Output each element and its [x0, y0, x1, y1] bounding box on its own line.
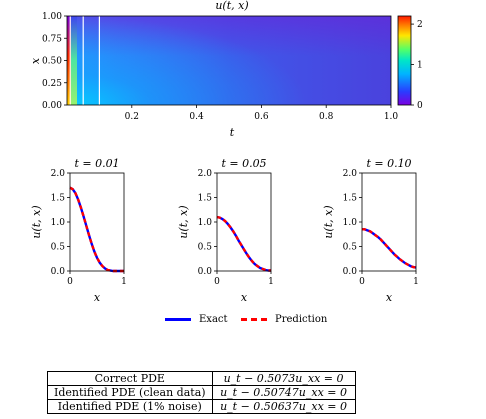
exact-line: [362, 228, 417, 269]
y-tick-label: 0.5: [343, 243, 358, 253]
panel-xlabel: x: [241, 291, 248, 304]
prediction-line: [216, 215, 271, 272]
x-tick-label: 1: [268, 277, 274, 287]
profile-panel: t = 0.05 0.0 0.5 1.0 1.5 2.0 0 1 x u(t, x): [177, 157, 274, 304]
legend-item-prediction: Prediction: [241, 311, 327, 327]
x-tick-label: 0.4: [189, 112, 204, 122]
y-tick-label: 2.0: [51, 169, 66, 179]
y-tick-label: 0.75: [42, 34, 62, 44]
profile-panel: t = 0.01 0.0 0.5 1.0 1.5 2.0 0 1 x u(t, x): [30, 157, 127, 304]
legend-exact-swatch: [165, 317, 191, 321]
y-tick-label: 1.0: [51, 218, 66, 228]
x-tick-label: 1: [121, 277, 127, 287]
table-row: Identified PDE (1% noise) u_t − 0.50637u…: [47, 399, 356, 414]
panel-title: t = 0.01: [74, 157, 119, 170]
y-tick-label: 1.00: [42, 12, 62, 22]
panel-xlabel: x: [94, 291, 101, 304]
x-tick-label: 0: [67, 277, 73, 287]
x-tick-label: 0.8: [319, 112, 334, 122]
y-tick-label: 0.50: [42, 57, 62, 67]
legend: Exact Prediction: [165, 311, 335, 327]
table-row: Correct PDE u_t − 0.5073u_xx = 0: [47, 371, 356, 386]
y-tick-label: 0.0: [51, 267, 66, 277]
figure-canvas: u(t, x) 0.2 0.4 0.6 0.8 1.0 0.000.250.500.75…: [29, 0, 423, 304]
heatmap-diffusion-glow: [67, 16, 307, 105]
y-tick-label: 1.5: [343, 194, 358, 204]
panel-xlabel: x: [386, 291, 393, 304]
y-tick-label: 1.5: [51, 194, 66, 204]
table-cell-equation: u_t − 0.50747u_xx = 0: [211, 385, 356, 400]
x-tick-label: 0.2: [125, 112, 139, 122]
table-row: Identified PDE (clean data) u_t − 0.5074…: [47, 385, 356, 400]
pde-table: Correct PDE u_t − 0.5073u_xx = 0 Identif…: [47, 371, 356, 414]
table-cell-label: Identified PDE (clean data): [47, 385, 213, 400]
y-tick-label: 1.0: [198, 218, 213, 228]
heatmap-title: u(t, x): [215, 0, 248, 12]
y-tick-label: 2.0: [198, 169, 213, 179]
x-tick-label: 1: [413, 277, 419, 287]
x-tick-label: 1.0: [384, 112, 399, 122]
x-tick-label: 0: [214, 277, 220, 287]
y-tick-label: 0.00: [42, 101, 62, 111]
colorbar-gradient: [397, 15, 412, 106]
legend-prediction-label: Prediction: [275, 313, 328, 325]
exact-line: [216, 215, 271, 272]
heatmap-initial-spike: [67, 16, 71, 105]
panel-title: t = 0.10: [366, 157, 411, 170]
table-cell-equation: u_t − 0.50637u_xx = 0: [211, 399, 356, 414]
heatmap-panel: 0.2 0.4 0.6 0.8 1.0 0.00 0.25 0.50 0.75 1.00 t x: [29, 12, 398, 139]
legend-item-exact: Exact: [165, 311, 228, 327]
colorbar-tick-label: 1: [417, 61, 423, 71]
heatmap-early-band: [71, 16, 77, 105]
profile-panel: t = 0.10 0.0 0.5 1.0 1.5 2.0 0 1 x u(t, x): [322, 157, 419, 304]
table-cell-label: Correct PDE: [47, 371, 213, 386]
x-tick-label: 0.6: [254, 112, 269, 122]
y-tick-label: 0.5: [51, 243, 66, 253]
y-tick-label: 1.0: [343, 218, 358, 228]
y-tick-label: 0.0: [198, 267, 213, 277]
y-tick-label: 1.5: [198, 194, 213, 204]
panel-ylabel: u(t, x): [30, 205, 43, 238]
x-tick-label: 0: [359, 277, 365, 287]
heatmap-ylabel: x: [29, 57, 42, 64]
legend-prediction-swatch: [241, 317, 267, 321]
panel-title: t = 0.05: [221, 157, 266, 170]
table-cell-label: Identified PDE (1% noise): [47, 399, 213, 414]
y-tick-label: 2.0: [343, 169, 358, 179]
legend-exact-label: Exact: [199, 313, 228, 325]
colorbar: 0 1 2: [397, 15, 423, 111]
y-tick-label: 0.5: [198, 243, 213, 253]
colorbar-tick-label: 0: [417, 101, 423, 111]
colorbar-tick-label: 2: [417, 20, 423, 30]
panel-ylabel: u(t, x): [322, 205, 335, 238]
prediction-line: [362, 228, 417, 269]
panel-frame: [361, 172, 417, 272]
heatmap-xlabel: t: [230, 126, 235, 139]
panel-ylabel: u(t, x): [177, 205, 190, 238]
y-tick-label: 0.0: [343, 267, 358, 277]
y-tick-label: 0.25: [42, 79, 62, 89]
table-cell-equation: u_t − 0.5073u_xx = 0: [211, 371, 356, 386]
